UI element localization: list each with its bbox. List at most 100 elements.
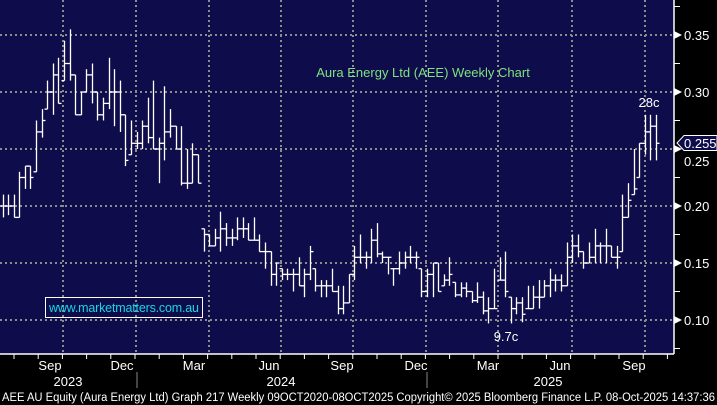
price-bar bbox=[379, 251, 386, 263]
y-tick-arrow bbox=[674, 31, 682, 39]
x-tick-label: Jun bbox=[259, 358, 280, 373]
price-bar bbox=[368, 228, 375, 263]
x-tick-label: Sep bbox=[330, 358, 353, 373]
y-tick-label: 0.20 bbox=[684, 199, 709, 214]
price-bar bbox=[446, 257, 453, 286]
price-bar bbox=[452, 281, 459, 298]
y-tick-label: 0.25 bbox=[684, 154, 709, 169]
price-bar bbox=[44, 80, 51, 110]
x-tick-label: Dec bbox=[110, 358, 134, 373]
price-bar bbox=[541, 280, 548, 298]
price-bar bbox=[396, 251, 403, 275]
price-bar bbox=[94, 91, 101, 121]
watermark-box bbox=[45, 297, 203, 318]
price-bar bbox=[435, 262, 442, 293]
x-year-label: 2025 bbox=[534, 374, 563, 389]
price-bar bbox=[502, 251, 509, 298]
price-bar bbox=[586, 242, 593, 264]
price-bar bbox=[167, 109, 174, 138]
price-bar bbox=[195, 154, 202, 184]
price-bar bbox=[647, 114, 654, 161]
gridlines bbox=[0, 0, 674, 354]
price-bar bbox=[407, 245, 414, 263]
y-tick-label: 0.15 bbox=[684, 256, 709, 271]
price-bar bbox=[631, 149, 638, 196]
price-bar bbox=[636, 142, 643, 179]
price-bar bbox=[390, 268, 397, 286]
price-bar bbox=[424, 268, 431, 298]
price-bar bbox=[558, 274, 565, 292]
price-bar bbox=[262, 242, 269, 269]
price-bar bbox=[569, 234, 576, 263]
watermark-text: www.marketmatters.com.au bbox=[48, 301, 199, 315]
price-bar bbox=[139, 120, 146, 149]
price-bar bbox=[608, 245, 615, 258]
price-bar bbox=[234, 217, 241, 241]
price-bar bbox=[307, 245, 314, 281]
price-bar bbox=[619, 194, 626, 253]
price-bar bbox=[128, 120, 135, 156]
price-bar bbox=[273, 262, 280, 286]
y-axis: 0.35 0.30 0.25 0.20 0.15 0.10 bbox=[674, 6, 709, 349]
price-bar bbox=[61, 40, 68, 82]
y-tick-arrow bbox=[674, 202, 682, 210]
price-bar bbox=[111, 69, 118, 127]
price-bar bbox=[223, 223, 230, 246]
price-bar bbox=[357, 234, 364, 263]
price-bar bbox=[513, 297, 520, 315]
price-bar bbox=[290, 268, 297, 292]
y-tick-label: 0.10 bbox=[684, 313, 709, 328]
price-bar bbox=[83, 69, 90, 93]
y-tick-arrow bbox=[674, 259, 682, 267]
price-bar bbox=[33, 120, 40, 173]
plot-area bbox=[0, 0, 674, 354]
y-tick-arrow bbox=[674, 88, 682, 96]
price-bar bbox=[245, 223, 252, 241]
price-bar bbox=[301, 268, 308, 298]
price-bar bbox=[206, 233, 213, 247]
price-bar bbox=[5, 194, 12, 216]
price-bar bbox=[580, 250, 587, 269]
price-bar bbox=[55, 57, 62, 105]
price-bar bbox=[530, 285, 537, 310]
price-bar bbox=[122, 114, 129, 167]
price-bar bbox=[552, 274, 559, 292]
price-bar bbox=[39, 109, 46, 138]
price-bars bbox=[0, 29, 660, 324]
price-bar bbox=[625, 183, 632, 219]
y-tick-arrow bbox=[674, 316, 682, 324]
x-year-label: 2023 bbox=[54, 374, 83, 389]
x-tick-label: Jun bbox=[550, 358, 571, 373]
price-bar bbox=[72, 74, 79, 116]
price-bar bbox=[217, 211, 224, 252]
price-bar bbox=[284, 268, 291, 281]
price-bar bbox=[323, 280, 330, 298]
price-bar bbox=[189, 143, 196, 184]
price-bar bbox=[16, 171, 23, 219]
price-bar bbox=[150, 80, 157, 150]
chart-title: Aura Energy Ltd (AEE) Weekly Chart bbox=[316, 65, 530, 80]
price-bar bbox=[418, 268, 425, 298]
price-bar bbox=[597, 242, 604, 263]
x-tick-label: Sep bbox=[622, 358, 645, 373]
annotation-low: 9.7c bbox=[494, 329, 519, 344]
x-tick-label: Dec bbox=[404, 358, 428, 373]
y-tick-label: 0.30 bbox=[684, 85, 709, 100]
x-tick-label: Sep bbox=[38, 358, 61, 373]
price-bar bbox=[653, 114, 660, 161]
price-bar bbox=[340, 285, 347, 315]
price-bar bbox=[413, 251, 420, 269]
last-price-marker: 0.255 bbox=[676, 135, 717, 151]
price-bar bbox=[491, 268, 498, 310]
price-bar bbox=[329, 268, 336, 293]
price-bar bbox=[519, 297, 526, 323]
price-bar bbox=[463, 282, 470, 298]
price-bar bbox=[485, 297, 492, 324]
price-bar bbox=[351, 245, 358, 281]
price-bar bbox=[312, 268, 319, 292]
last-price-label: 0.255 bbox=[684, 136, 717, 151]
footer-text: AEE AU Equity (Aura Energy Ltd) Graph 21… bbox=[2, 392, 715, 404]
